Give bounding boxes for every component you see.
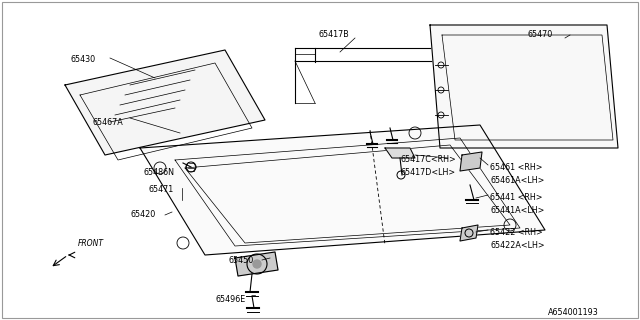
Text: 65430: 65430	[70, 55, 95, 64]
Text: 65441 <RH>: 65441 <RH>	[490, 193, 543, 202]
Text: 65417C<RH>: 65417C<RH>	[400, 155, 456, 164]
Text: 65420: 65420	[130, 210, 156, 219]
Text: FRONT: FRONT	[78, 239, 104, 248]
Text: 65486N: 65486N	[143, 168, 174, 177]
Text: 65422 <RH>: 65422 <RH>	[490, 228, 543, 237]
Text: A654001193: A654001193	[548, 308, 599, 317]
Text: 65450: 65450	[228, 256, 253, 265]
Text: 65461A<LH>: 65461A<LH>	[490, 176, 545, 185]
Text: 65417D<LH>: 65417D<LH>	[400, 168, 455, 177]
Text: 65496E: 65496E	[215, 295, 245, 304]
Text: 65471: 65471	[148, 185, 173, 194]
Polygon shape	[385, 148, 415, 158]
Polygon shape	[140, 125, 545, 255]
Text: 65422A<LH>: 65422A<LH>	[490, 241, 545, 250]
Polygon shape	[460, 152, 482, 171]
Text: 65470: 65470	[528, 30, 553, 39]
Polygon shape	[430, 25, 618, 148]
Text: 65417B: 65417B	[318, 30, 349, 39]
Text: 65467A: 65467A	[92, 118, 123, 127]
Polygon shape	[65, 50, 265, 155]
Circle shape	[253, 260, 261, 268]
Polygon shape	[460, 225, 478, 241]
Polygon shape	[235, 252, 278, 276]
Text: 65441A<LH>: 65441A<LH>	[490, 206, 545, 215]
Text: 65461 <RH>: 65461 <RH>	[490, 163, 543, 172]
